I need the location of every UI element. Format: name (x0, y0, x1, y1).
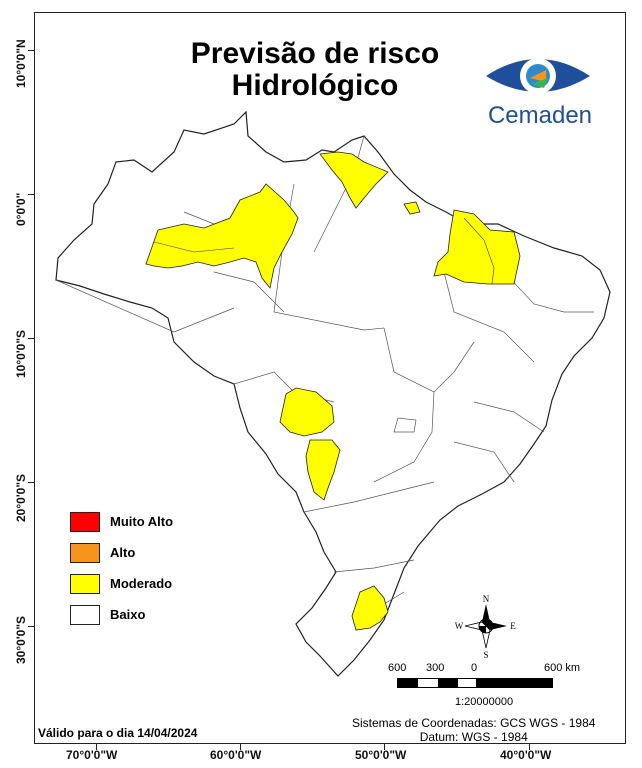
y-tick-mark (28, 482, 34, 483)
legend-label: Alto (110, 545, 136, 560)
y-tick-mark (28, 194, 34, 195)
compass-n: N (483, 594, 490, 604)
valid-date: Válido para o dia 14/04/2024 (38, 726, 198, 740)
x-tick-mark (384, 744, 385, 750)
y-tick-mark (28, 626, 34, 627)
scale-label: 600 km (544, 662, 581, 674)
legend-label: Baixo (110, 607, 146, 622)
x-tick-mark (240, 744, 241, 750)
datum: Datum: WGS - 1984 (419, 730, 528, 744)
scale-ratio: 1:20000000 (455, 696, 514, 708)
legend-label: Muito Alto (110, 514, 174, 529)
title-line-2: Hidrológico (231, 69, 399, 102)
moderado-regions (145, 151, 521, 631)
y-tick-mark (28, 338, 34, 339)
compass-e: E (510, 621, 516, 631)
y-tick-label: 10°0'0"N (14, 39, 28, 88)
scale-label: 0 (471, 662, 478, 674)
cemaden-logo-icon (486, 58, 590, 94)
legend-swatch (70, 511, 100, 532)
logo-text: Cemaden (487, 102, 593, 129)
scale-bar (397, 678, 553, 688)
legend-item-baixo: Baixo (70, 599, 173, 630)
title-line-1: Previsão de risco (190, 37, 440, 70)
legend-swatch (70, 573, 100, 594)
legend-item-muito-alto: Muito Alto (70, 506, 173, 537)
x-tick-mark (529, 744, 530, 750)
scale-label: 600 (388, 662, 407, 674)
legend-swatch (70, 542, 100, 563)
legend-label: Moderado (110, 576, 173, 591)
x-tick-label: 50°0'0"W (355, 748, 407, 762)
coord-system: Sistemas de Coordenadas: GCS WGS - 1984 (352, 716, 596, 730)
north-arrow-icon: N S W E (455, 594, 516, 660)
y-tick-label: 0°0'0" (14, 192, 28, 226)
y-tick-label: 20°0'0"S (14, 473, 28, 522)
x-tick-label: 40°0'0"W (500, 748, 552, 762)
y-tick-mark (28, 50, 34, 51)
x-tick-mark (96, 744, 97, 750)
brazil-map (55, 110, 611, 677)
compass-s: S (483, 650, 488, 660)
x-tick-label: 60°0'0"W (210, 748, 262, 762)
legend-swatch (70, 604, 100, 625)
y-tick-label: 10°0'0"S (14, 329, 28, 378)
scale-labels: 600 300 0 600 km (380, 662, 600, 678)
compass-w: W (455, 621, 464, 631)
legend: Muito Alto Alto Moderado Baixo (70, 506, 173, 630)
legend-item-alto: Alto (70, 537, 173, 568)
scale-label: 300 (426, 662, 445, 674)
legend-item-moderado: Moderado (70, 568, 173, 599)
coordinate-info: Sistemas de Coordenadas: GCS WGS - 1984 … (352, 716, 595, 744)
x-tick-label: 70°0'0"W (66, 748, 118, 762)
map-title: Previsão de risco Hidrológico (150, 38, 480, 102)
y-tick-label: 30°0'0"S (14, 615, 28, 664)
